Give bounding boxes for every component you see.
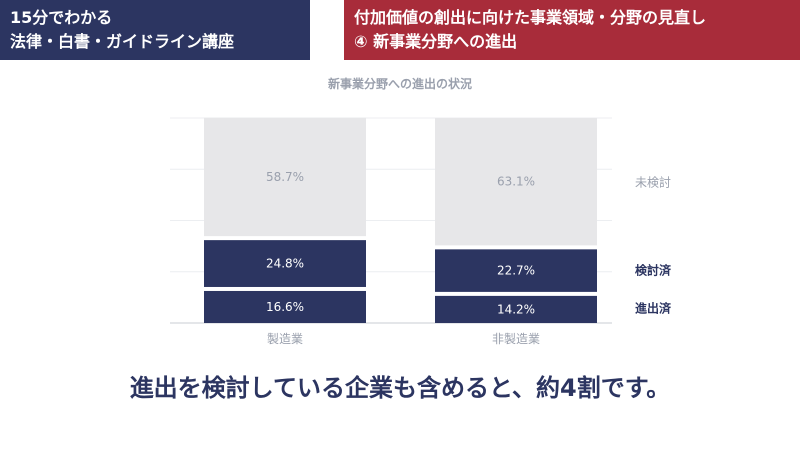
- section-title-line2: ④ 新事業分野への進出: [354, 32, 518, 51]
- bar-segment-1-cat-1: [204, 290, 366, 323]
- bar-segment-2-cat-1: [204, 240, 366, 287]
- series-title-badge: 15分でわかる 法律・白書・ガイドライン講座: [0, 0, 310, 60]
- data-label: 63.1%: [497, 175, 535, 189]
- bar-segment-1-cat-2: [435, 295, 597, 323]
- chart-title: 新事業分野への進出の状況: [328, 76, 472, 91]
- series-title-line1: 15分でわかる: [10, 8, 113, 27]
- data-label: 14.2%: [497, 302, 535, 316]
- legend-label: 進出済: [635, 300, 672, 315]
- legend-label: 未検討: [635, 175, 671, 190]
- headline: 進出を検討している企業も含めると、約4割です。: [129, 374, 671, 402]
- bar-segment-3-cat-2: [435, 118, 597, 246]
- section-title-line1: 付加価値の創出に向けた事業領域・分野の見直し: [354, 8, 707, 27]
- section-title-badge: 付加価値の創出に向けた事業領域・分野の見直し ④ 新事業分野への進出: [344, 0, 800, 60]
- category-label: 製造業: [267, 332, 303, 346]
- data-label: 16.6%: [266, 300, 304, 314]
- data-label: 22.7%: [497, 264, 535, 278]
- legend-label: 検討済: [635, 263, 672, 278]
- category-label: 非製造業: [492, 332, 540, 346]
- series-title-line2: 法律・白書・ガイドライン講座: [10, 32, 235, 51]
- bar-segment-3-cat-1: [204, 117, 366, 237]
- data-label: 24.8%: [266, 257, 304, 271]
- bar-segment-2-cat-2: [435, 249, 597, 292]
- data-label: 58.7%: [266, 170, 304, 184]
- stacked-bar-chart: 新事業分野への進出の状況 16.6% 24.8% 58.7% 製造業 14.2% 22.7…: [170, 76, 672, 346]
